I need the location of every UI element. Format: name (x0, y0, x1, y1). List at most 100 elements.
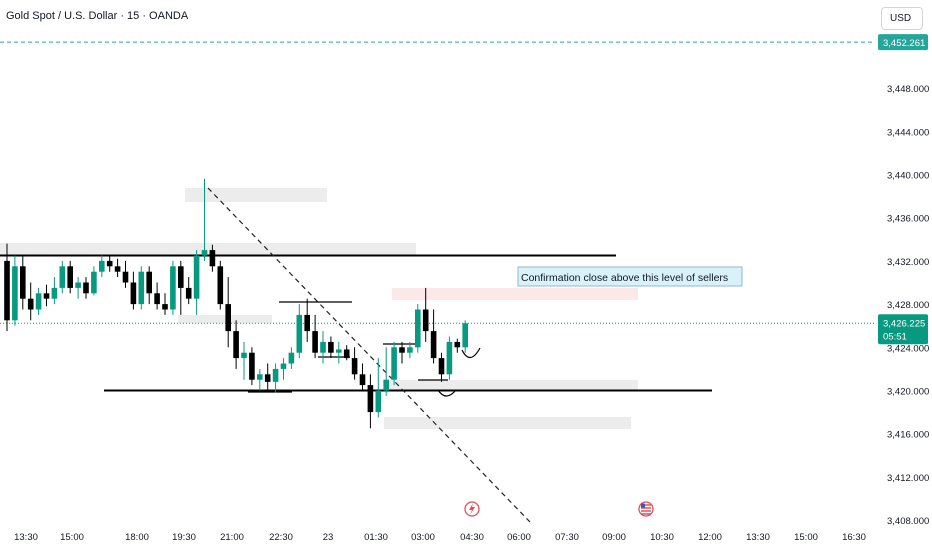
currency-button[interactable]: USD (881, 7, 923, 30)
time-tick-label: 15:00 (60, 532, 84, 543)
time-tick-label: 23 (323, 532, 334, 543)
dashed-trendline (207, 187, 531, 523)
time-tick-label: 21:00 (220, 532, 244, 543)
candle-down (67, 266, 73, 288)
time-tick-label: 13:30 (746, 532, 770, 543)
candle-up (462, 323, 468, 348)
countdown-text: 05:51 (883, 331, 907, 342)
arc-marker (437, 389, 457, 397)
candle-down (454, 341, 461, 348)
time-tick-label: 12:00 (698, 532, 722, 543)
candle-down (162, 304, 168, 310)
current-price-text: 3,426.225 (883, 318, 925, 329)
candle-up (12, 266, 18, 321)
price-tick-label: 3,428.000 (887, 300, 929, 311)
time-tick-label: 15:00 (794, 532, 818, 543)
candle-down (312, 331, 318, 353)
annotation-box (517, 266, 743, 287)
candle-up (59, 266, 66, 288)
candle-down (264, 374, 271, 382)
candle-down (217, 266, 224, 305)
time-tick-label: 01:30 (364, 532, 388, 543)
price-tick-label: 3,448.000 (887, 84, 929, 95)
time-tick-label: 16:30 (842, 532, 866, 543)
candle-up (75, 282, 81, 288)
dashed-level-price-text: 3,452.261 (883, 38, 925, 49)
price-tick-label: 3,424.000 (887, 343, 929, 354)
price-zone (185, 188, 327, 202)
lightning-event-icon-bolt (469, 503, 475, 515)
symbol-title: Gold Spot / U.S. Dollar · 15 · OANDA (6, 10, 189, 22)
candle-up (35, 293, 42, 310)
price-tick-label: 3,408.000 (887, 516, 929, 527)
levels-layer (0, 41, 874, 392)
candle-up (375, 390, 382, 413)
candle-down (399, 347, 405, 353)
candle-down (20, 266, 26, 299)
candle-down (178, 266, 184, 288)
candle-up (296, 314, 303, 353)
candle-down (438, 358, 445, 375)
time-axis[interactable]: 13:30 15:00 18:00 19:30 21:00 22:30 23 01:30 03:… (14, 501, 866, 543)
time-tick-label: 19:30 (172, 532, 196, 543)
candle-up (91, 271, 97, 294)
candle-down (83, 282, 89, 294)
candle-down (43, 293, 50, 299)
us-flag-canton (641, 503, 645, 508)
price-zone (0, 243, 416, 256)
time-tick-label: 10:30 (650, 532, 674, 543)
annotation-text: Confirmation close above this level of s… (521, 272, 728, 284)
candle-up (280, 363, 287, 369)
candle-down (114, 266, 121, 272)
candle-down (304, 314, 310, 332)
drawings-layer: Confirmation close above this level of s… (207, 187, 743, 523)
candle-down (106, 260, 113, 267)
candle-down (27, 298, 34, 310)
candle-down (185, 287, 192, 299)
candle-up (391, 347, 397, 380)
arc-marker (461, 347, 481, 359)
price-tick-label: 3,444.000 (887, 127, 929, 138)
price-zone (384, 380, 638, 391)
candle-down (122, 271, 129, 283)
time-tick-label: 06:00 (507, 532, 531, 543)
candle-down (154, 293, 160, 305)
price-zone (392, 288, 638, 300)
candle-down (225, 304, 231, 332)
candle-up (446, 341, 453, 375)
time-tick-label: 03:00 (411, 532, 435, 543)
candle-down (130, 282, 137, 305)
candle-up (99, 260, 105, 272)
price-tick-label: 3,412.000 (887, 473, 929, 484)
price-tick-label: 3,416.000 (887, 430, 929, 441)
time-tick-label: 07:30 (555, 532, 579, 543)
candle-down (359, 374, 366, 386)
lightning-event-icon (464, 501, 480, 517)
price-axis[interactable]: 3,408.000 3,412.000 3,416.000 3,420.000 3,42… (878, 34, 929, 527)
price-tick-label: 3,440.000 (887, 171, 929, 182)
candle-up (51, 287, 58, 299)
candle-up (170, 266, 176, 310)
candle-up (193, 255, 200, 299)
candle-up (383, 379, 389, 391)
time-tick-label: 22:30 (269, 532, 293, 543)
candle-up (241, 352, 247, 359)
dashed-level-price-badge (878, 34, 928, 51)
price-tick-label: 3,436.000 (887, 214, 929, 225)
time-tick-label: 13:30 (14, 532, 38, 543)
zones-layer (0, 188, 638, 429)
us-flag-event-icon (638, 501, 654, 517)
candle-up (201, 250, 208, 256)
time-tick-label: 18:00 (125, 532, 149, 543)
candle-up (138, 271, 145, 305)
candle-down (249, 352, 255, 380)
candle-up (415, 309, 421, 348)
price-zone (178, 315, 272, 323)
candle-down (209, 250, 216, 267)
candle-up (288, 352, 295, 364)
time-tick-label: 09:00 (602, 532, 626, 543)
candle-down (422, 309, 429, 332)
time-tick-label: 04:30 (460, 532, 484, 543)
candle-down (351, 358, 358, 375)
